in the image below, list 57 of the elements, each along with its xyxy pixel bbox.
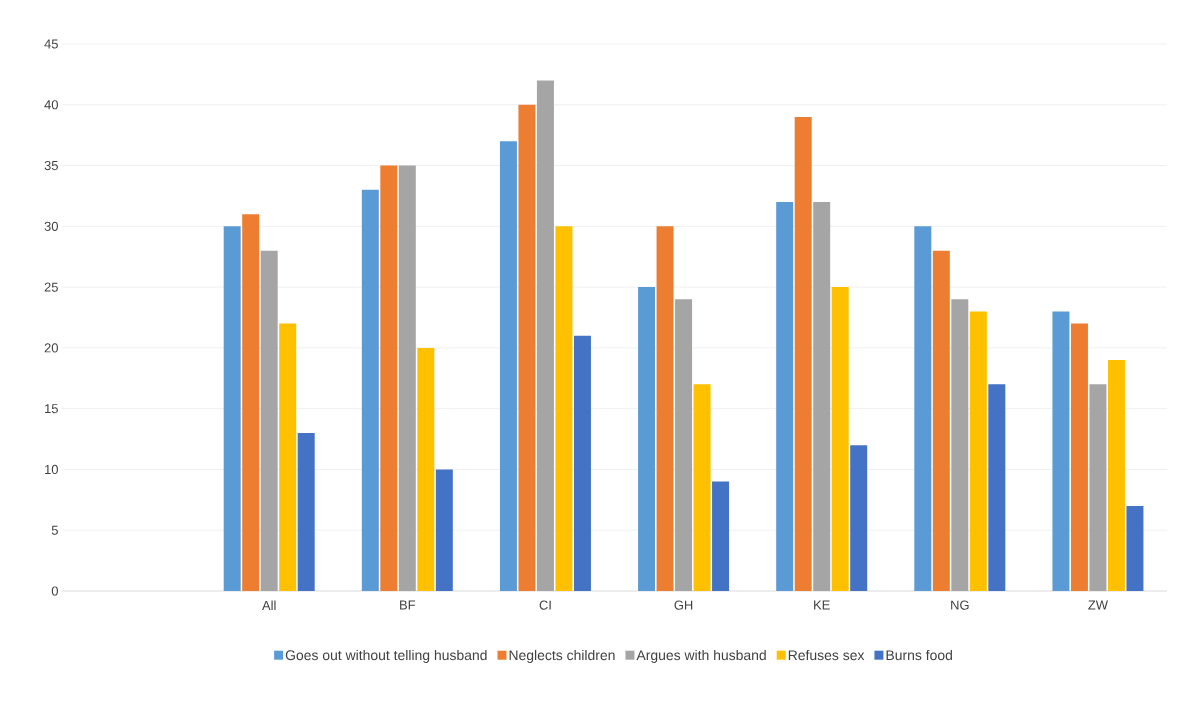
bar (776, 202, 794, 591)
bar (988, 384, 1006, 591)
y-tick-label: 5 (51, 525, 58, 535)
bar (914, 226, 932, 591)
bar (656, 226, 674, 591)
legend-label: Goes out without telling husband (285, 649, 487, 663)
bar (518, 104, 536, 591)
y-tick-label: 25 (44, 282, 58, 292)
legend-label: Burns food (886, 649, 952, 661)
y-tick-label: 30 (44, 221, 58, 231)
bar (712, 481, 730, 591)
bar (1107, 360, 1125, 591)
bar (1052, 311, 1070, 591)
y-tick-label: 0 (51, 586, 58, 596)
bar (831, 287, 849, 591)
bar (417, 347, 435, 591)
bar (536, 80, 554, 591)
y-tick-label: 40 (44, 100, 58, 110)
y-tick-label: 10 (45, 464, 58, 475)
bar (693, 384, 711, 591)
bar (1089, 384, 1107, 591)
bar (813, 202, 831, 591)
bar (499, 141, 517, 591)
x-tick-label: CI (539, 600, 551, 610)
x-tick-label: All (262, 600, 276, 610)
x-tick-label: NG (951, 600, 969, 610)
bar (850, 445, 868, 591)
bar (380, 165, 398, 591)
legend-label: Refuses sex (788, 649, 865, 661)
bar (638, 287, 656, 591)
bar (1126, 505, 1144, 591)
x-tick-label: ZW (1088, 600, 1108, 610)
bar (223, 226, 241, 591)
y-tick-label: 20 (44, 343, 58, 353)
bar (398, 165, 416, 591)
bar (969, 311, 987, 591)
bar (1070, 323, 1088, 591)
bar (279, 323, 297, 591)
bar (675, 299, 693, 591)
legend-label: Neglects children (509, 649, 615, 663)
y-tick-label: 45 (44, 39, 58, 49)
bar (435, 469, 453, 591)
x-tick-label: GH (674, 600, 693, 610)
bar (555, 226, 573, 591)
bar (951, 299, 969, 591)
x-tick-label: BF (400, 600, 416, 610)
y-tick-label: 35 (44, 160, 58, 171)
bar (242, 214, 260, 591)
bar (932, 250, 950, 591)
legend-label: Argues with husband (636, 649, 766, 663)
bar (573, 335, 591, 591)
bar (297, 432, 315, 591)
x-tick-label: KE (814, 600, 830, 610)
y-tick-label: 15 (45, 404, 58, 414)
bar (794, 116, 812, 591)
bar (260, 250, 278, 591)
bar (361, 189, 379, 591)
